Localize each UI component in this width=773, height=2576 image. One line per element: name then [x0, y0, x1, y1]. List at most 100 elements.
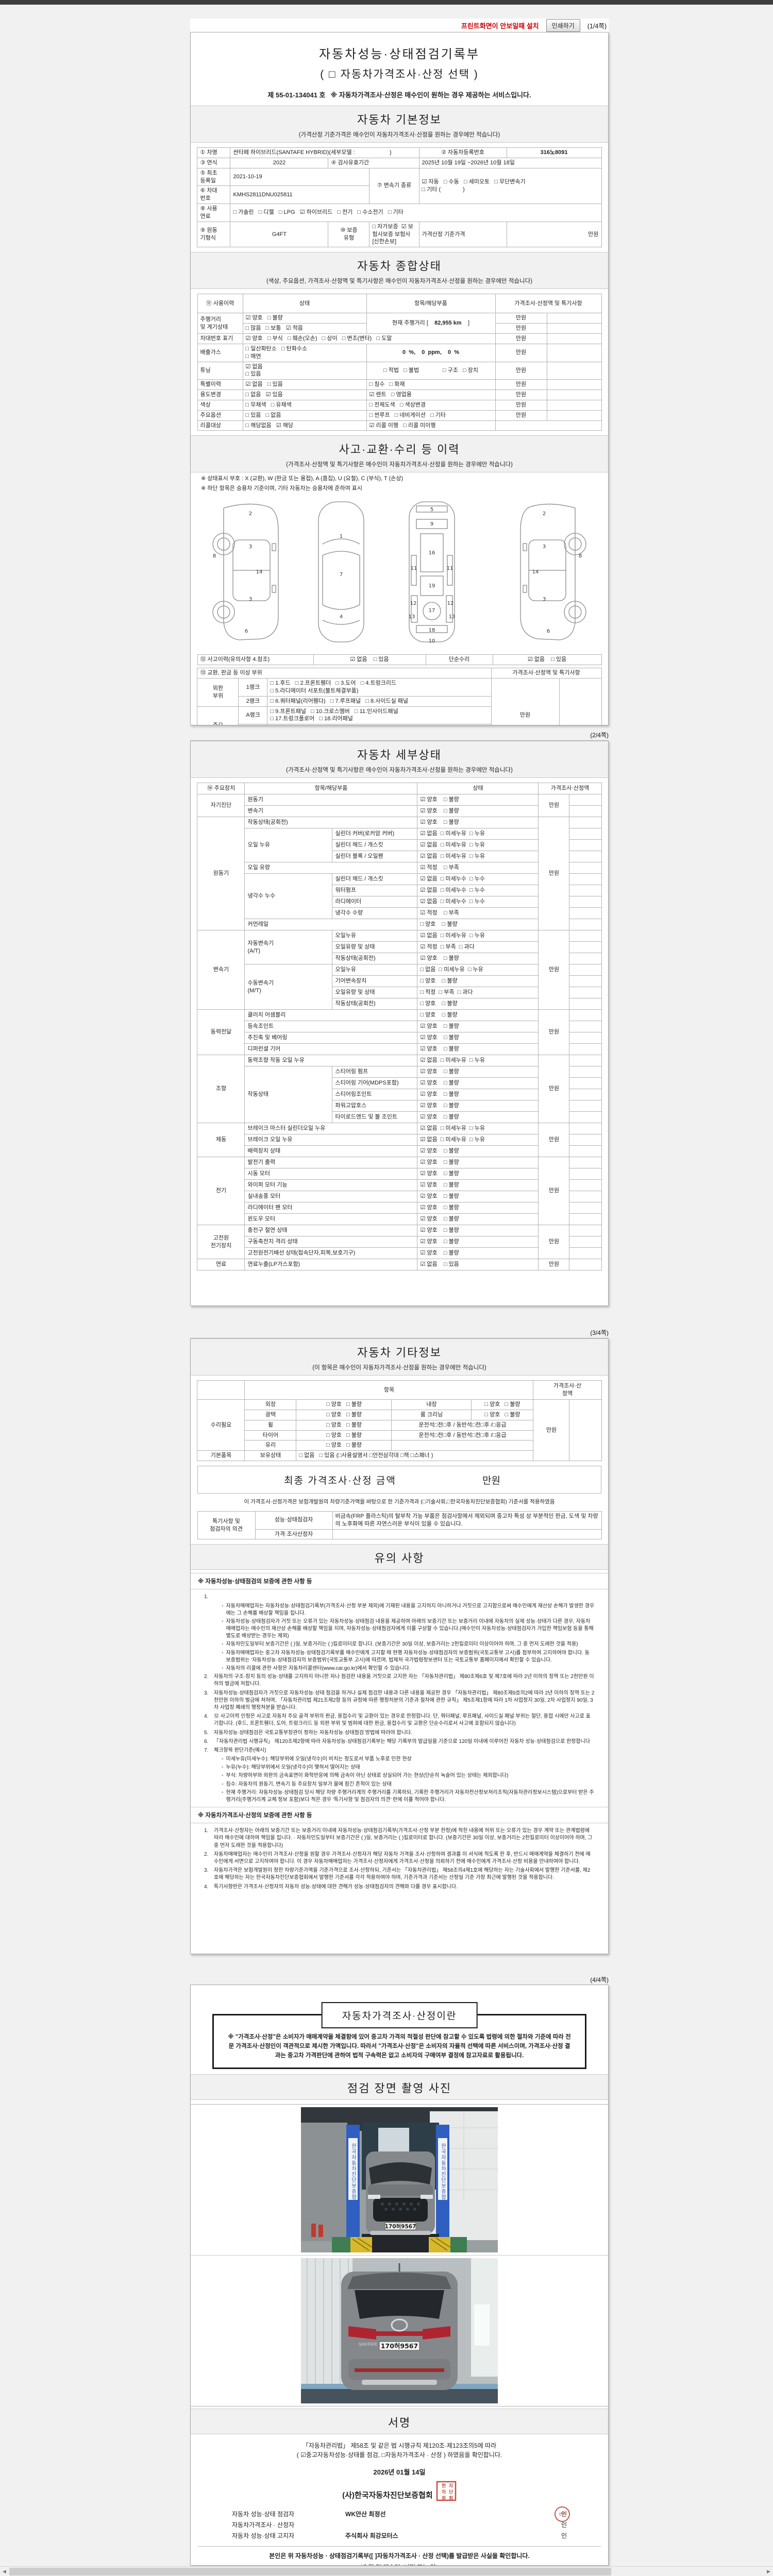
cell: ⑧ 사용 연료: [197, 204, 231, 222]
caution-sec2-list: 1. 가격조사·산정자는 아래의 보증기간 또는 보증거리 이내에 자동차성능·상…: [204, 1827, 595, 1891]
cell: 만원: [538, 794, 570, 817]
note-subitem: ◦ 현재 주행거리: 자동차성능·상태점검 당시 해당 차량 주행거리계의 주행거…: [222, 1789, 594, 1803]
cell: 변속기: [244, 805, 418, 817]
table-row: 윈도우 모터 ☑ 양호 □ 불량: [197, 1213, 602, 1225]
cell: □ 양호 □ 불량: [417, 975, 539, 987]
cell: ☑ 렌트 □ 영업용: [366, 389, 496, 400]
note-item: 4. 특기사항란은 가격조사·산정자의 자동차 성능·상태에 대한 견해가 성능·…: [204, 1884, 458, 1890]
signer-name: WK안산 최정선: [345, 2511, 386, 2518]
cell: ☑ 없음 □ 미세누유 □ 누유: [417, 1055, 539, 1066]
cell: [559, 678, 602, 725]
table-row: 원동기 작동상태(공회전) ☑ 양호 □ 불량 만원: [197, 817, 602, 930]
scrollbar-thumb[interactable]: [9, 2568, 611, 2575]
cell: □ 없음 □ 있음 (□사용설명서 □안전삼각대 □잭 □스패너 ): [296, 1450, 534, 1462]
cell: ☑ 없음 □ 미세누유 □ 누유: [417, 839, 539, 851]
note-item: 2. 자동차매매업자는 매수인이 가격조사·산정을 원할 경우 가격조사·산정자가…: [204, 1851, 591, 1865]
cell: [546, 313, 602, 324]
document-subtitle: ( □ 자동차가격조사·산정 선택 ): [320, 69, 479, 80]
scroll-left-button[interactable]: ◀: [0, 2567, 9, 2576]
cell: 디퍼런셜 기어: [244, 1043, 418, 1055]
cell: 라디에이터: [332, 896, 418, 908]
diagram-part-number: 14: [256, 569, 263, 575]
cell: [569, 919, 602, 930]
cell: ⑦ 변속기 종류: [369, 167, 419, 205]
diagram-part-number: 11: [411, 566, 417, 571]
table-row: 등속조인트 ☑ 양호 □ 불량: [197, 1021, 602, 1032]
cell: [546, 389, 602, 400]
cell: ☑ 없음 □ 미세누수 □ 누수: [417, 896, 539, 908]
diagram-part-number: 12: [410, 601, 417, 606]
diagram-part-number: 13: [409, 614, 415, 620]
cell: 만원: [495, 333, 547, 344]
rear-license-plate: 170허9567: [381, 2342, 418, 2350]
cell: ☑ 적정 □ 부족 □ 과다: [417, 941, 539, 953]
cell: 동력조향 작동 오일 누유: [244, 1055, 418, 1066]
cell: 만원: [495, 379, 547, 391]
cell: 주요옵션: [197, 410, 243, 421]
cell: [569, 1213, 602, 1225]
cell: 타이어: [244, 1430, 297, 1441]
cell: 2021-10-19: [230, 167, 370, 187]
print-button[interactable]: 인쇄하기: [546, 19, 580, 32]
cell: □ 적법 □ 불법 □ 구조 □ 장치: [366, 361, 496, 380]
cell: 전기: [197, 1157, 245, 1225]
note-subitem: ◦ 자동차성능·상태점검자가 거짓 또는 오류가 있는 자동차성능·상태점검 내용…: [222, 1618, 594, 1639]
cell: □ 가솔린 □ 디젤 □ LPG ☑ 하이브리드 □ 전기 □ 수소전기 □ 기…: [230, 204, 602, 222]
inspection-photo-front: 한국자동차진단보증협회 한국자동차진단보증협회 170허9567: [191, 2105, 608, 2255]
cell: 외장: [244, 1399, 297, 1410]
table-row: 냉각수 누수 실린더 헤드 / 개스킷 ☑ 없음 □ 미세누수 □ 누수: [197, 873, 602, 919]
cell: [332, 1529, 602, 1540]
signature-legal-line2: ( ☑중고자동차성능·상태를 점검, □자동차가격조사 · 산정 ) 하였음을 …: [296, 2451, 502, 2459]
section-title: 자동차 기타정보: [357, 1346, 442, 1359]
cell: 조향: [197, 1055, 245, 1123]
cell: [197, 1380, 245, 1400]
cell: 변속기: [197, 930, 245, 1010]
scroll-right-button[interactable]: ▶: [764, 2567, 773, 2576]
cell: [569, 1123, 602, 1134]
cell: ⑨ 원동 기형식: [197, 221, 231, 248]
cell: 타이로드엔드 및 볼 조인트: [332, 1111, 418, 1123]
cell: 비금속(FRP 플라스틱)의 탈부착 가능 부품은 점검사항에서 제외되며 중고…: [332, 1511, 602, 1530]
passenger-car-note: ※ 하단 항목은 승용차 기준이며, 기타 자동차는 승용차에 준하여 표시: [201, 485, 363, 492]
table-row: ⑥ 차대 번호 KMHS2811DNU025811: [197, 185, 601, 205]
cell: 원동기: [197, 817, 245, 930]
cell: 만원: [491, 678, 560, 725]
table-row: ⑤ 최초 등록일 2021-10-19 ⑦ 변속기 종류 ☑ 자동 □ 수동 □ 세미…: [197, 167, 602, 205]
page-1: 자동차성능·상태점검기록부 ( □ 자동차가격조사·산정 선택 ) 제 55-0…: [190, 32, 609, 725]
table-row: 용도변경 □ 없음 ☑ 있음 ☑ 렌트 □ 영업용 만원: [197, 389, 602, 400]
note-item: 5. 자동차성능·상태점검은 국토교통부장관이 정하는 자동차성능·상태점검 방법…: [204, 1730, 412, 1736]
inspector-opinion-table: 특기사항 및 점검자의 의견 성능·상태점검자 비금속(FRP 플라스틱)의 탈부착…: [197, 1511, 602, 1540]
section-inspection-photos: 점검 장면 촬영 사진: [191, 2074, 608, 2100]
cell: [569, 930, 602, 942]
table-row: ⑭ 주요장치 항목/해당부품 상태 가격조사·산정액: [197, 783, 602, 794]
horizontal-scrollbar[interactable]: ◀ ▶: [0, 2566, 773, 2576]
final-price-box: 최종 가격조사·산정 금액 만원: [197, 1466, 601, 1494]
buyer-sign-line: 년 월 일 매수인 (서명 또는 인): [191, 2563, 608, 2565]
cell: 수리필요: [197, 1399, 245, 1451]
cell: 오일누유: [332, 964, 418, 976]
cell: [569, 1009, 602, 1021]
cell: 라디에이터 팬 모터: [244, 1202, 418, 1214]
definition-box-text: ※ "가격조사·산정"은 소비자가 매매계약을 체결함에 있어 중고차 가격의 …: [228, 2034, 571, 2059]
cell: 리콜대상: [197, 420, 243, 431]
cell: ☑ 양호 □ 불량: [417, 1213, 539, 1225]
cell: ☑ 없음 □ 미세누유 □ 누유: [417, 828, 539, 840]
cell: B랭크: [238, 724, 268, 725]
diagram-part-number: 5: [430, 507, 433, 513]
section-caution: 유의 사항: [191, 1544, 608, 1570]
cell: □ 6.쿼터패널(리어휀다) □ 7.루프패널 □ 8.사이드실 패널: [267, 696, 492, 707]
cell: [569, 1247, 602, 1259]
cell: [569, 851, 602, 862]
cell: 배력장치 상태: [244, 1145, 418, 1157]
install-print-plugin-link[interactable]: 프린트화면이 안보일때 설치: [461, 22, 539, 30]
cell: 스티어링조인트: [332, 1089, 418, 1100]
section-subtitle: (가격조사·산정액 및 특기사항은 매수인이 자동차가격조사·산정을 원하는 경…: [286, 767, 513, 773]
note-item: 3. 자동차성능·상태점검자가 거짓으로 자동차성능·상태 점검을 하거나 실제 …: [204, 1690, 595, 1710]
document-title: 자동차성능·상태점검기록부: [319, 47, 480, 61]
table-row: 외판 부위 1랭크 □ 1.후드 □ 2.프론트휀더 □ 3.도어 □ 4.트렁크리…: [197, 678, 602, 725]
cell: ☑ 양호 □ 불량: [417, 1100, 539, 1112]
section-other-info: 자동차 기타정보 (이 항목은 매수인이 자동차가격조사·산정을 원하는 경우에…: [191, 1338, 608, 1376]
table-row: 수리필요 외장 □ 양호 □ 불량 내장 □ 양호 □ 불량 만원: [197, 1399, 602, 1462]
section-title: 점검 장면 촬영 사진: [347, 2082, 452, 2095]
cell: 색상: [197, 399, 243, 411]
